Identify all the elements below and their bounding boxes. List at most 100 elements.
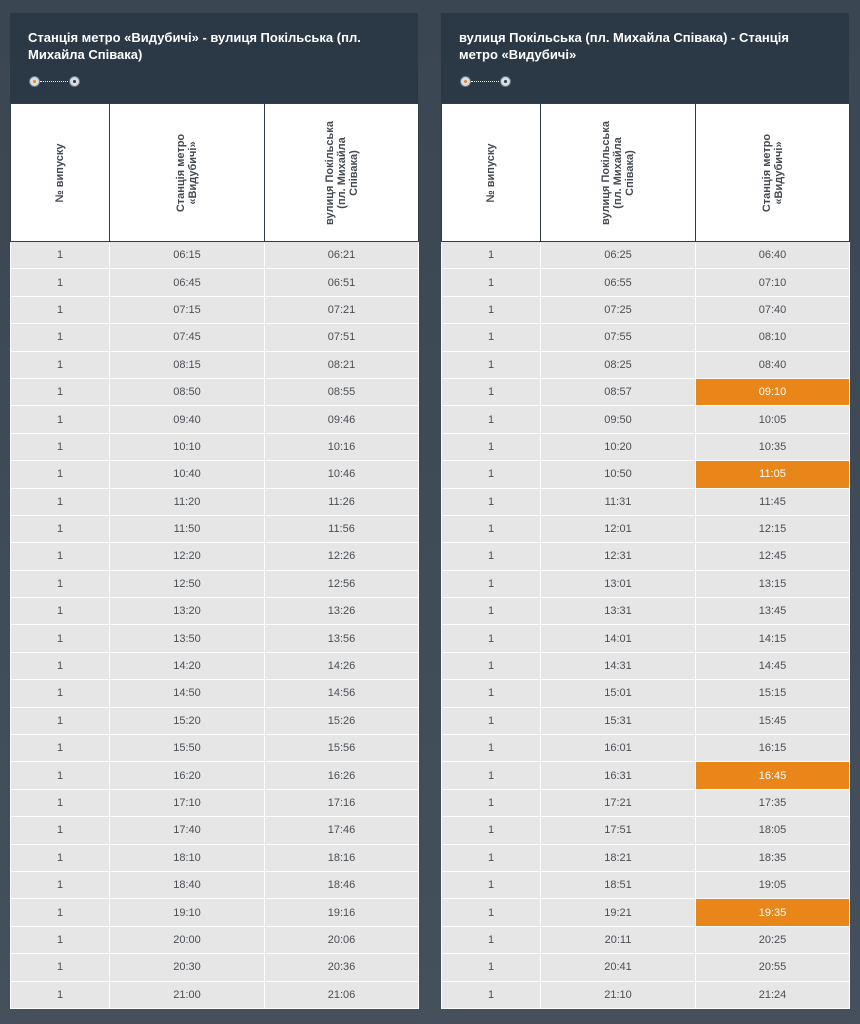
release-number-cell: 1 — [10, 597, 110, 626]
table-row: 1 12:31 12:45 — [441, 542, 850, 571]
release-number-cell: 1 — [441, 405, 541, 434]
time-cell: 10:20 — [540, 433, 696, 462]
release-number-cell: 1 — [10, 981, 110, 1009]
table-row: 1 17:40 17:46 — [10, 816, 419, 845]
table-row: 1 17:21 17:35 — [441, 789, 850, 818]
release-number-cell: 1 — [441, 268, 541, 297]
table-row: 1 11:20 11:26 — [10, 488, 419, 516]
time-cell: 16:31 — [540, 761, 696, 790]
release-number-cell: 1 — [10, 378, 110, 407]
table-row: 1 13:50 13:56 — [10, 624, 419, 653]
table-row: 1 21:10 21:24 — [441, 981, 850, 1009]
table-row: 1 18:40 18:46 — [10, 871, 419, 900]
time-cell: 08:10 — [695, 323, 850, 352]
release-number-cell: 1 — [441, 460, 541, 489]
time-cell: 13:50 — [109, 624, 265, 653]
time-cell: 08:50 — [109, 378, 265, 407]
table-row: 1 18:21 18:35 — [441, 844, 850, 872]
time-cell: 07:25 — [540, 296, 696, 325]
time-cell: 20:00 — [109, 926, 265, 955]
release-number-cell: 1 — [10, 816, 110, 845]
table-row: 1 14:01 14:15 — [441, 624, 850, 653]
time-cell: 11:20 — [109, 488, 265, 516]
table-row: 1 07:45 07:51 — [10, 323, 419, 352]
time-cell: 08:55 — [264, 378, 419, 407]
release-number-cell: 1 — [441, 378, 541, 407]
time-cell: 20:36 — [264, 953, 419, 982]
time-cell: 06:15 — [109, 240, 265, 270]
time-cell: 14:20 — [109, 652, 265, 681]
time-cell: 13:01 — [540, 570, 696, 599]
release-number-cell: 1 — [10, 624, 110, 653]
time-cell: 08:40 — [695, 351, 850, 379]
time-cell: 17:21 — [540, 789, 696, 818]
time-cell: 12:31 — [540, 542, 696, 571]
time-cell: 20:25 — [695, 926, 850, 955]
time-cell: 13:15 — [695, 570, 850, 599]
release-number-cell: 1 — [441, 707, 541, 736]
release-number-cell: 1 — [441, 789, 541, 818]
table-row: 1 16:01 16:15 — [441, 734, 850, 763]
time-cell: 11:45 — [695, 488, 850, 516]
time-cell: 14:45 — [695, 652, 850, 681]
time-cell: 17:10 — [109, 789, 265, 818]
release-number-cell: 1 — [10, 433, 110, 462]
time-cell: 21:24 — [695, 981, 850, 1009]
release-number-cell: 1 — [441, 898, 541, 927]
release-number-cell: 1 — [441, 816, 541, 845]
table-row: 1 08:57 09:10 — [441, 378, 850, 407]
time-cell: 15:15 — [695, 679, 850, 708]
time-cell: 18:40 — [109, 871, 265, 900]
time-cell: 14:56 — [264, 679, 419, 708]
schedule-table: № випуску Станція метро «Видубичі» вулиц… — [10, 103, 419, 1009]
table-row: 1 11:31 11:45 — [441, 488, 850, 516]
time-cell: 18:35 — [695, 844, 850, 872]
release-number-cell: 1 — [10, 707, 110, 736]
time-cell: 12:45 — [695, 542, 850, 571]
release-number-cell: 1 — [10, 926, 110, 955]
table-row: 1 18:51 19:05 — [441, 871, 850, 900]
time-cell: 19:35 — [695, 898, 850, 927]
release-number-cell: 1 — [10, 789, 110, 818]
release-number-cell: 1 — [10, 761, 110, 790]
table-row: 1 20:11 20:25 — [441, 926, 850, 955]
release-number-cell: 1 — [441, 953, 541, 982]
release-number-cell: 1 — [441, 488, 541, 516]
time-cell: 20:11 — [540, 926, 696, 955]
time-cell: 19:10 — [109, 898, 265, 927]
time-cell: 21:00 — [109, 981, 265, 1009]
time-cell: 06:40 — [695, 240, 850, 270]
time-cell: 08:25 — [540, 351, 696, 379]
table-row: 1 18:10 18:16 — [10, 844, 419, 872]
time-cell: 16:20 — [109, 761, 265, 790]
release-number-cell: 1 — [441, 734, 541, 763]
release-number-cell: 1 — [10, 405, 110, 434]
release-number-cell: 1 — [441, 542, 541, 571]
time-cell: 11:56 — [264, 515, 419, 544]
release-number-cell: 1 — [10, 844, 110, 872]
table-row: 1 15:20 15:26 — [10, 707, 419, 736]
time-cell: 19:21 — [540, 898, 696, 927]
time-cell: 06:25 — [540, 240, 696, 270]
time-cell: 11:26 — [264, 488, 419, 516]
time-cell: 12:01 — [540, 515, 696, 544]
time-cell: 18:21 — [540, 844, 696, 872]
panel-header: Станція метро «Видубичі» - вулиця Покіль… — [10, 13, 418, 103]
column-header-release: № випуску — [10, 103, 110, 242]
release-number-cell: 1 — [10, 323, 110, 352]
table-row: 1 13:01 13:15 — [441, 570, 850, 599]
column-header-stop-1: Станція метро «Видубичі» — [109, 103, 265, 242]
time-cell: 13:26 — [264, 597, 419, 626]
time-cell: 20:30 — [109, 953, 265, 982]
time-cell: 15:56 — [264, 734, 419, 763]
time-cell: 11:05 — [695, 460, 850, 489]
time-cell: 07:40 — [695, 296, 850, 325]
time-cell: 06:21 — [264, 240, 419, 270]
time-cell: 07:21 — [264, 296, 419, 325]
route-dots-icon — [459, 76, 515, 88]
time-cell: 17:40 — [109, 816, 265, 845]
time-cell: 10:50 — [540, 460, 696, 489]
time-cell: 13:45 — [695, 597, 850, 626]
time-cell: 09:40 — [109, 405, 265, 434]
time-cell: 15:01 — [540, 679, 696, 708]
